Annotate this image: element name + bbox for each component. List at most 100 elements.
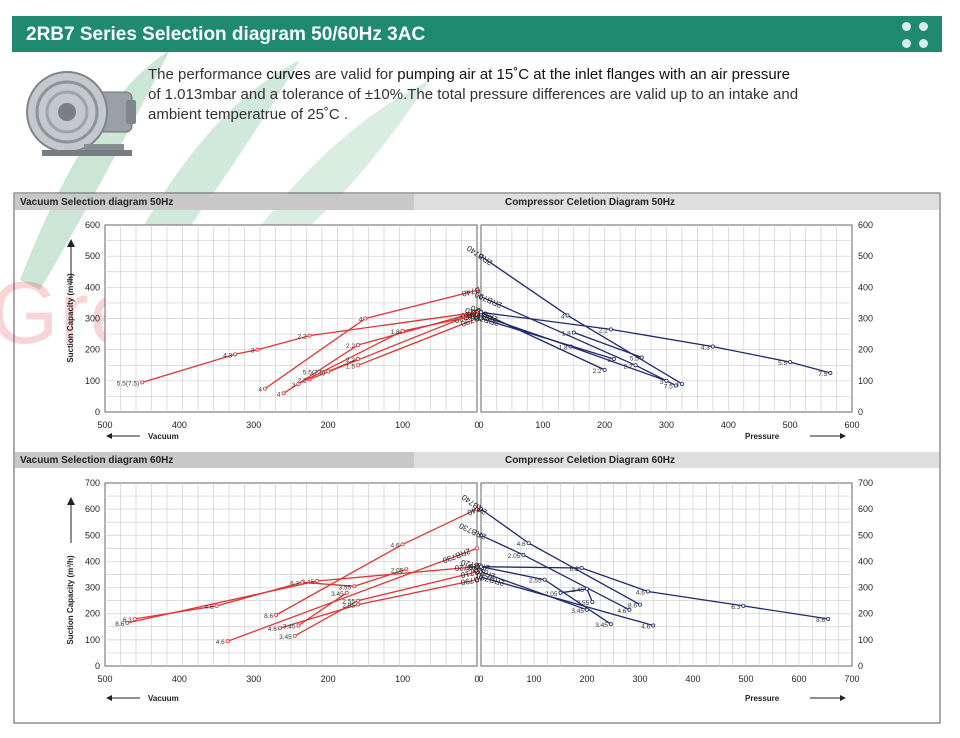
- y-tick-label: 200: [858, 345, 873, 355]
- data-point: [478, 533, 483, 538]
- data-point: [274, 613, 279, 618]
- data-point: [651, 623, 656, 628]
- diagram-frame: [13, 192, 941, 724]
- y-tick-label: 200: [85, 609, 100, 619]
- point-label: 4.6: [268, 626, 277, 633]
- y-tick-label: 0: [858, 407, 863, 417]
- point-label: 2.2: [298, 334, 307, 341]
- data-point: [355, 598, 360, 603]
- data-point: [225, 639, 230, 644]
- data-point: [277, 626, 282, 631]
- data-point: [474, 507, 479, 512]
- point-label: 4.6: [517, 541, 526, 548]
- y-tick-label: 300: [858, 314, 873, 324]
- data-point: [315, 579, 320, 584]
- x-tick-label: 200: [597, 420, 612, 430]
- intro-line1-pre: The performance: [148, 66, 267, 83]
- chart-title: Vacuum Selection diagram 60Hz: [20, 455, 173, 466]
- x-tick-label: 100: [395, 420, 410, 430]
- y-tick-label: 500: [858, 251, 873, 261]
- x-tick-label: 600: [791, 674, 806, 684]
- data-point: [300, 580, 305, 585]
- data-point: [478, 564, 483, 569]
- y-axis-label: Suction Capacity (m³/h): [66, 273, 75, 363]
- data-point: [355, 363, 360, 368]
- point-label: 5.5: [778, 360, 787, 367]
- point-label: 1.5: [346, 363, 355, 370]
- y-tick-label: 600: [858, 220, 873, 230]
- data-point: [400, 328, 405, 333]
- y-tick-label: 600: [85, 220, 100, 230]
- data-point: [125, 620, 130, 625]
- point-label: 2.2: [346, 343, 355, 350]
- data-point: [627, 607, 632, 612]
- x-tick-label: 500: [783, 420, 798, 430]
- intro-line1-mid: are valid for: [310, 66, 398, 83]
- data-point: [478, 507, 483, 512]
- data-point: [262, 386, 267, 391]
- y-tick-label: 100: [85, 376, 100, 386]
- intro-line3: ambient temperatrue of 25˚C .: [148, 106, 349, 123]
- point-label: 4: [561, 313, 565, 320]
- x-tick-label: 300: [659, 420, 674, 430]
- page-title: 2RB7 Series Selection diagram 50/60Hz 3A…: [26, 24, 426, 45]
- data-point: [140, 380, 145, 385]
- plot-0-0: 500 400 300 200 100 00100200300400500600Sucti…: [66, 220, 496, 441]
- x-tick-label: 500: [97, 420, 112, 430]
- y-tick-label: 700: [85, 478, 100, 488]
- data-point: [638, 602, 643, 607]
- point-label: 2.05: [342, 603, 355, 610]
- point-label: 4.6: [391, 542, 400, 549]
- point-label: 2.55: [342, 599, 355, 606]
- y-tick-label: 500: [85, 530, 100, 540]
- x-tick-label: 0: [478, 674, 483, 684]
- data-point: [542, 577, 547, 582]
- data-point: [132, 616, 137, 621]
- point-label: 3: [607, 357, 611, 364]
- panel-header-bg: [15, 194, 414, 210]
- intro-line2: of 1.013mbar and a tolerance of ±10%.The…: [148, 86, 799, 103]
- arrow-left-icon: [106, 433, 112, 439]
- data-point: [355, 602, 360, 607]
- x-tick-label: 500: [97, 674, 112, 684]
- point-label: 3.45: [279, 634, 292, 641]
- x-tick-label: 100: [535, 420, 550, 430]
- data-point: [571, 330, 576, 335]
- data-point: [664, 378, 669, 383]
- point-label: 3.45: [571, 587, 584, 594]
- point-label: 1.8: [391, 329, 400, 336]
- y-tick-label: 400: [858, 282, 873, 292]
- y-tick-label: 0: [95, 661, 100, 671]
- plot-1-1: 0 100 200 300 400 500 600 700 0 100 200 300 400 500 60…: [457, 478, 873, 703]
- series-line: [480, 576, 654, 627]
- point-label: 5.5: [630, 355, 639, 362]
- y-tick-label: 500: [858, 530, 873, 540]
- y-tick-label: 200: [858, 609, 873, 619]
- data-point: [255, 347, 260, 352]
- side-channel-blower-image: [26, 71, 136, 156]
- title-banner: 2RB7 Series Selection diagram 50/60Hz 3A…: [12, 16, 942, 52]
- data-point: [296, 623, 301, 628]
- y-tick-label: 0: [95, 407, 100, 417]
- y-tick-label: 400: [858, 556, 873, 566]
- x-tick-label: 400: [172, 674, 187, 684]
- data-point: [478, 310, 483, 315]
- data-point: [474, 569, 479, 574]
- arrow-right-icon: [840, 695, 846, 701]
- data-point: [526, 541, 531, 546]
- data-point: [352, 584, 357, 589]
- data-point: [307, 333, 312, 338]
- data-point: [478, 575, 483, 580]
- point-label: 8.6: [115, 621, 124, 628]
- x-tick-label: 0: [478, 420, 483, 430]
- point-label: 2.05: [545, 591, 558, 598]
- y-tick-label: 300: [858, 583, 873, 593]
- y-tick-label: 500: [85, 251, 100, 261]
- plot-0-1: 0 100 200 300 400 500 600 0 100 200 300 400 500 600 Pr…: [463, 220, 873, 441]
- intro-line1-accent: pumping air at 15˚C at the inlet flanges…: [397, 66, 791, 83]
- point-label: 3.55: [339, 584, 352, 591]
- x-tick-label: 400: [685, 674, 700, 684]
- data-point: [585, 607, 590, 612]
- arrow-up-icon: [67, 239, 75, 247]
